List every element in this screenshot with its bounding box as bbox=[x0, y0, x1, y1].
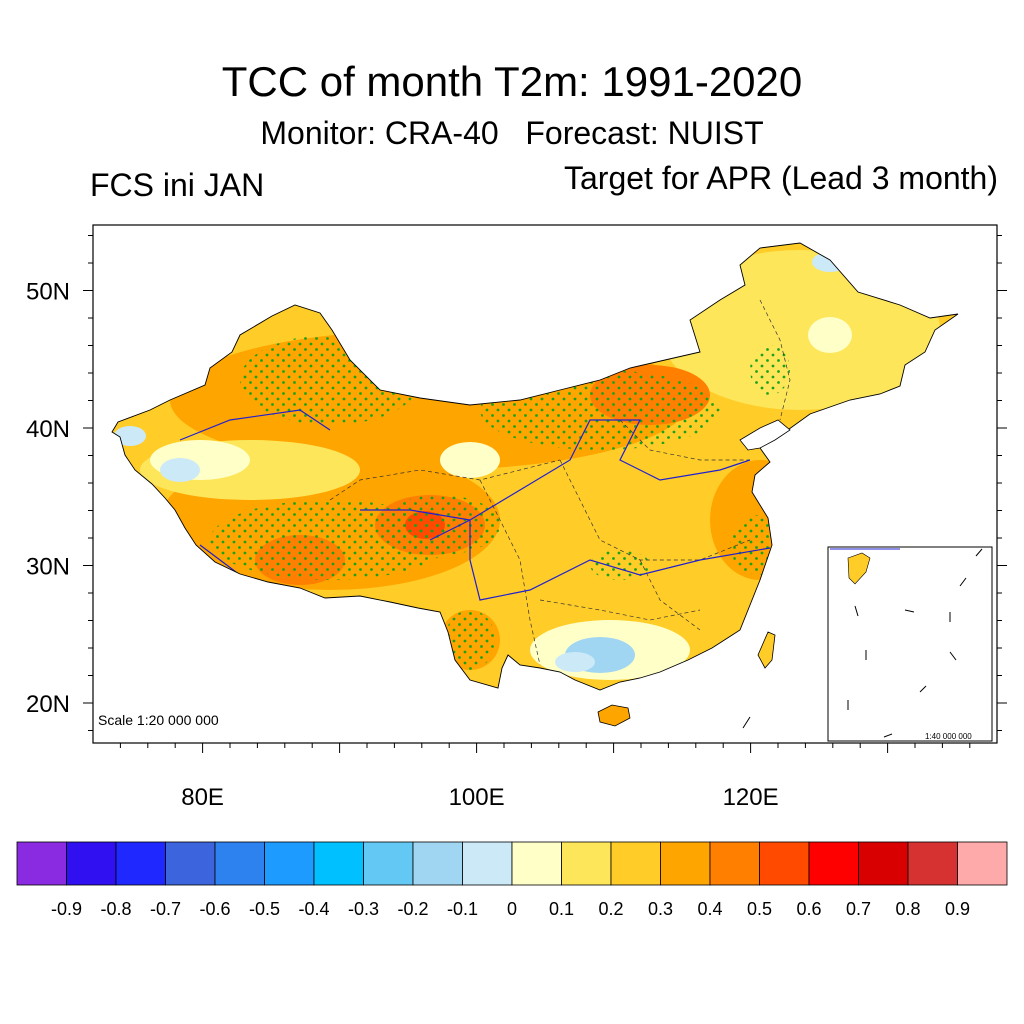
colorbar-swatch bbox=[610, 841, 661, 886]
province-boundary bbox=[329, 459, 561, 501]
colorbar-swatch bbox=[808, 841, 859, 886]
colorbar-swatch bbox=[363, 841, 414, 886]
colorbar-swatch bbox=[412, 841, 463, 886]
y-tick-label: 40N bbox=[26, 416, 70, 443]
y-tick-label: 20N bbox=[26, 691, 70, 718]
field-patch-center-white bbox=[440, 442, 500, 478]
province-boundary bbox=[559, 459, 751, 561]
colorbar-tick-label: -0.5 bbox=[249, 899, 280, 919]
field-patch-northeast-white bbox=[808, 317, 852, 353]
y-tick-label: 30N bbox=[26, 554, 70, 581]
colorbar-swatch bbox=[709, 841, 760, 886]
inset-scale-label: 1:40 000 000 bbox=[925, 732, 972, 741]
river-yangtze bbox=[360, 509, 771, 601]
y-tick-label: 50N bbox=[26, 279, 70, 306]
plot-title: TCC of month T2m: 1991-2020 bbox=[221, 58, 803, 105]
province-boundary bbox=[539, 599, 701, 621]
x-tick-label: 80E bbox=[181, 784, 224, 811]
taiwan-island bbox=[757, 631, 776, 669]
colorbar-swatch bbox=[264, 841, 315, 886]
field-patch-west-blue bbox=[114, 426, 146, 446]
colorbar-tick-label: 0.5 bbox=[747, 899, 772, 919]
colorbar-swatch bbox=[165, 841, 216, 886]
colorbar-swatch bbox=[907, 841, 958, 886]
colorbar-tick-label: -0.4 bbox=[298, 899, 329, 919]
colorbar-swatch bbox=[115, 841, 166, 886]
map-scale-label: Scale 1:20 000 000 bbox=[98, 712, 219, 728]
colorbar-swatch bbox=[462, 841, 513, 886]
colorbar-tick-label: 0.4 bbox=[697, 899, 722, 919]
target-label: Target for APR (Lead 3 month) bbox=[564, 160, 998, 196]
stipple-tibet-core bbox=[380, 495, 500, 555]
colorbar-tick-label: -0.3 bbox=[348, 899, 379, 919]
map-axes: 80E 100E 120E 20N 30N 40N 50N bbox=[26, 235, 1007, 811]
colorbar-swatch bbox=[313, 841, 364, 886]
colorbar-tick-label: -0.9 bbox=[51, 899, 82, 919]
plot-subtitle: Monitor: CRA-40 Forecast: NUIST bbox=[260, 115, 764, 151]
colorbar-tick-label: 0.1 bbox=[549, 899, 574, 919]
field-patch-xinjiang-blue bbox=[160, 458, 200, 482]
bohai-sea bbox=[739, 419, 791, 451]
colorbar-tick-label: -0.2 bbox=[397, 899, 428, 919]
colorbar-swatch bbox=[561, 841, 612, 886]
stipple-central bbox=[590, 550, 650, 580]
colorbar-tick-label: -0.1 bbox=[447, 899, 478, 919]
colorbar-swatch bbox=[660, 841, 711, 886]
field-patch-south-blue-2 bbox=[555, 652, 595, 672]
river-tarim bbox=[179, 409, 331, 441]
colorbar-tick-label: 0.7 bbox=[846, 899, 871, 919]
init-label: FCS ini JAN bbox=[90, 167, 265, 203]
hainan-island bbox=[597, 704, 631, 727]
nine-dash-mark bbox=[742, 716, 751, 729]
colorbar-tick-label: 0 bbox=[507, 899, 517, 919]
stipple-northeast bbox=[750, 345, 790, 395]
stipple-yunnan bbox=[445, 610, 495, 670]
colorbar: -0.9 -0.8 -0.7 -0.6 -0.5 -0.4 -0.3 -0.2 -0.1 0 0.1… bbox=[16, 841, 1008, 919]
province-boundary bbox=[619, 419, 750, 461]
colorbar-tick-label: 0.2 bbox=[598, 899, 623, 919]
colorbar-swatch bbox=[759, 841, 810, 886]
colorbar-tick-label: 0.3 bbox=[648, 899, 673, 919]
x-tick-label: 120E bbox=[723, 784, 779, 811]
province-boundary bbox=[759, 299, 791, 421]
south-china-sea-inset: 1:40 000 000 bbox=[827, 546, 993, 742]
colorbar-swatch bbox=[511, 841, 562, 886]
colorbar-swatch bbox=[957, 841, 1008, 886]
x-tick-label: 100E bbox=[449, 784, 505, 811]
colorbar-swatch bbox=[16, 841, 67, 886]
colorbar-tick-label: 0.9 bbox=[945, 899, 970, 919]
colorbar-tick-label: -0.6 bbox=[199, 899, 230, 919]
river-yellow bbox=[429, 419, 751, 541]
colorbar-swatch bbox=[858, 841, 909, 886]
colorbar-swatch bbox=[66, 841, 117, 886]
colorbar-swatch bbox=[214, 841, 265, 886]
colorbar-tick-label: 0.6 bbox=[796, 899, 821, 919]
colorbar-tick-label: 0.8 bbox=[895, 899, 920, 919]
colorbar-tick-label: -0.8 bbox=[100, 899, 131, 919]
colorbar-tick-label: -0.7 bbox=[150, 899, 181, 919]
